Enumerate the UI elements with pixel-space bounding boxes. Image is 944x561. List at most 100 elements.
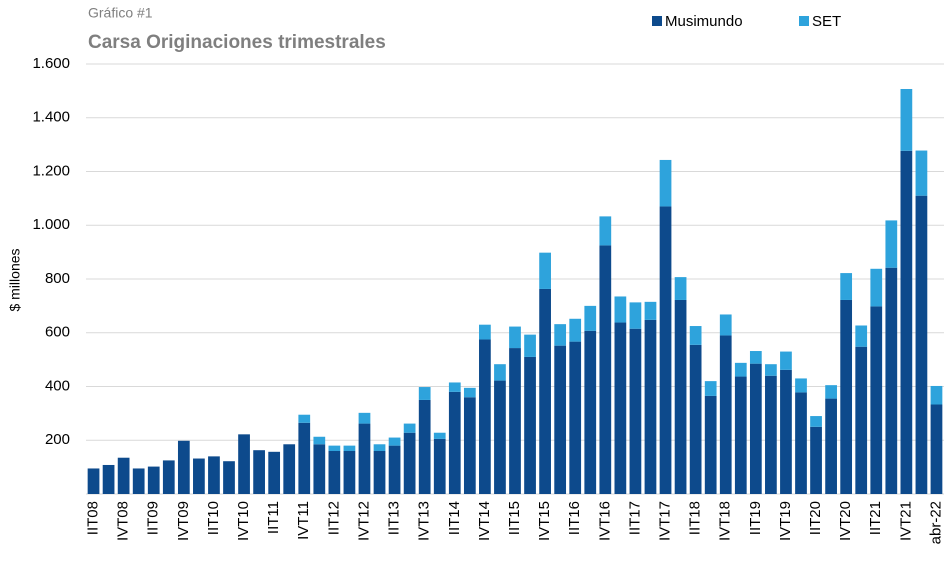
bar-segment (524, 334, 536, 357)
x-tick-label: IIT10 (205, 501, 222, 535)
bar-segment (132, 468, 145, 494)
bar-segment (448, 391, 461, 494)
bar-segment (343, 451, 356, 494)
bar-segment (433, 438, 446, 494)
bar-segment (373, 444, 386, 451)
bar-segment (193, 458, 205, 494)
bar-segment (117, 457, 130, 494)
y-axis-label: $ millones (7, 248, 23, 311)
y-tick-label: 600 (45, 324, 70, 341)
chart-subtitle: Gráfico #1 (88, 5, 153, 21)
bar-segment (614, 296, 627, 323)
bar-segment (855, 325, 868, 347)
bar-segment (223, 461, 235, 494)
y-tick-label: 200 (45, 431, 70, 448)
bar-segment (298, 414, 311, 423)
x-tick-label: IIT08 (84, 501, 101, 535)
bar-segment (328, 445, 341, 451)
bar-segment (147, 466, 160, 494)
x-tick-label: IVT20 (837, 501, 854, 541)
x-tick-label: IVT14 (476, 501, 493, 541)
bar-segment (162, 460, 175, 494)
bar-segment (840, 299, 853, 494)
bar-segment (268, 451, 281, 494)
bar-segment (629, 328, 642, 494)
bar-segment (313, 444, 326, 494)
bar-segment (780, 351, 792, 370)
bar-segment (719, 314, 732, 336)
x-tick-label: IIT18 (687, 501, 704, 535)
x-tick-label: IIT09 (145, 501, 162, 535)
bar-segment (599, 245, 612, 494)
bar-segment (418, 387, 431, 400)
bar-segment (810, 416, 822, 427)
bar-segment (930, 404, 943, 494)
y-tick-label: 1.600 (32, 55, 70, 72)
x-tick-label: IIT19 (747, 501, 764, 535)
bar-segment (689, 326, 702, 345)
x-tick-label: IVT08 (115, 501, 132, 541)
bar-segment (840, 273, 853, 300)
bar-segment (238, 434, 250, 494)
x-tick-label: IVT19 (777, 501, 794, 541)
bar-segment (539, 288, 551, 494)
x-tick-label: IIT14 (446, 501, 463, 535)
bar-segment (569, 341, 582, 494)
bar-segment (87, 468, 100, 494)
bar-segment (479, 324, 491, 340)
bar-segment (343, 445, 356, 451)
x-tick-label: IVT21 (897, 501, 914, 541)
y-tick-label: 800 (45, 270, 70, 287)
bar-segment (885, 220, 898, 268)
legend-label: SET (812, 13, 841, 30)
bar-segment (509, 326, 521, 349)
x-tick-label: IIT11 (265, 501, 282, 534)
x-tick-label: IVT18 (717, 501, 734, 541)
bar-segment (539, 252, 551, 289)
bar-segment (900, 150, 913, 494)
bar-segment (358, 412, 371, 424)
x-tick-label: IVT12 (355, 501, 372, 541)
bar-segment (704, 395, 717, 494)
x-tick-label: IVT10 (235, 501, 252, 541)
bar-segment (599, 216, 612, 246)
bar-segment (418, 399, 431, 494)
bar-segment (509, 348, 521, 494)
bar-segment (373, 451, 386, 494)
bar-segment (102, 464, 115, 494)
bar-segment (253, 450, 265, 494)
x-tick-label: IIT21 (867, 501, 884, 535)
bar-segment (825, 385, 837, 399)
bar-segment (915, 195, 928, 494)
bar-segment (554, 324, 567, 346)
bar-segment (298, 422, 311, 494)
bar-segment (569, 318, 582, 342)
bar-segment (328, 451, 341, 494)
bar-segment (584, 305, 597, 331)
bar-segment (524, 356, 536, 494)
bar-segment (283, 444, 296, 494)
bar-segment (704, 381, 717, 396)
legend-swatch (799, 16, 809, 26)
bar-segment (734, 376, 747, 494)
bar-segment (765, 375, 777, 494)
bar-segment (448, 382, 461, 392)
bar-segment (659, 206, 672, 494)
y-tick-label: 1.200 (32, 162, 70, 179)
bar-segment (494, 380, 506, 494)
bar-segment (749, 351, 762, 364)
x-tick-label: IIT15 (506, 501, 523, 535)
x-tick-label: IVT11 (295, 501, 312, 540)
x-tick-label: IVT09 (175, 501, 192, 541)
x-tick-label: IVT16 (596, 501, 613, 541)
bar-segment (870, 306, 883, 494)
x-tick-label: IVT15 (536, 501, 553, 541)
legend-label: Musimundo (665, 13, 743, 30)
bar-segment (463, 387, 476, 398)
x-tick-label: IIT20 (807, 501, 824, 535)
bar-segment (584, 330, 597, 494)
bar-segment (825, 398, 837, 494)
bar-segment (689, 344, 702, 494)
bar-segment (554, 345, 567, 494)
